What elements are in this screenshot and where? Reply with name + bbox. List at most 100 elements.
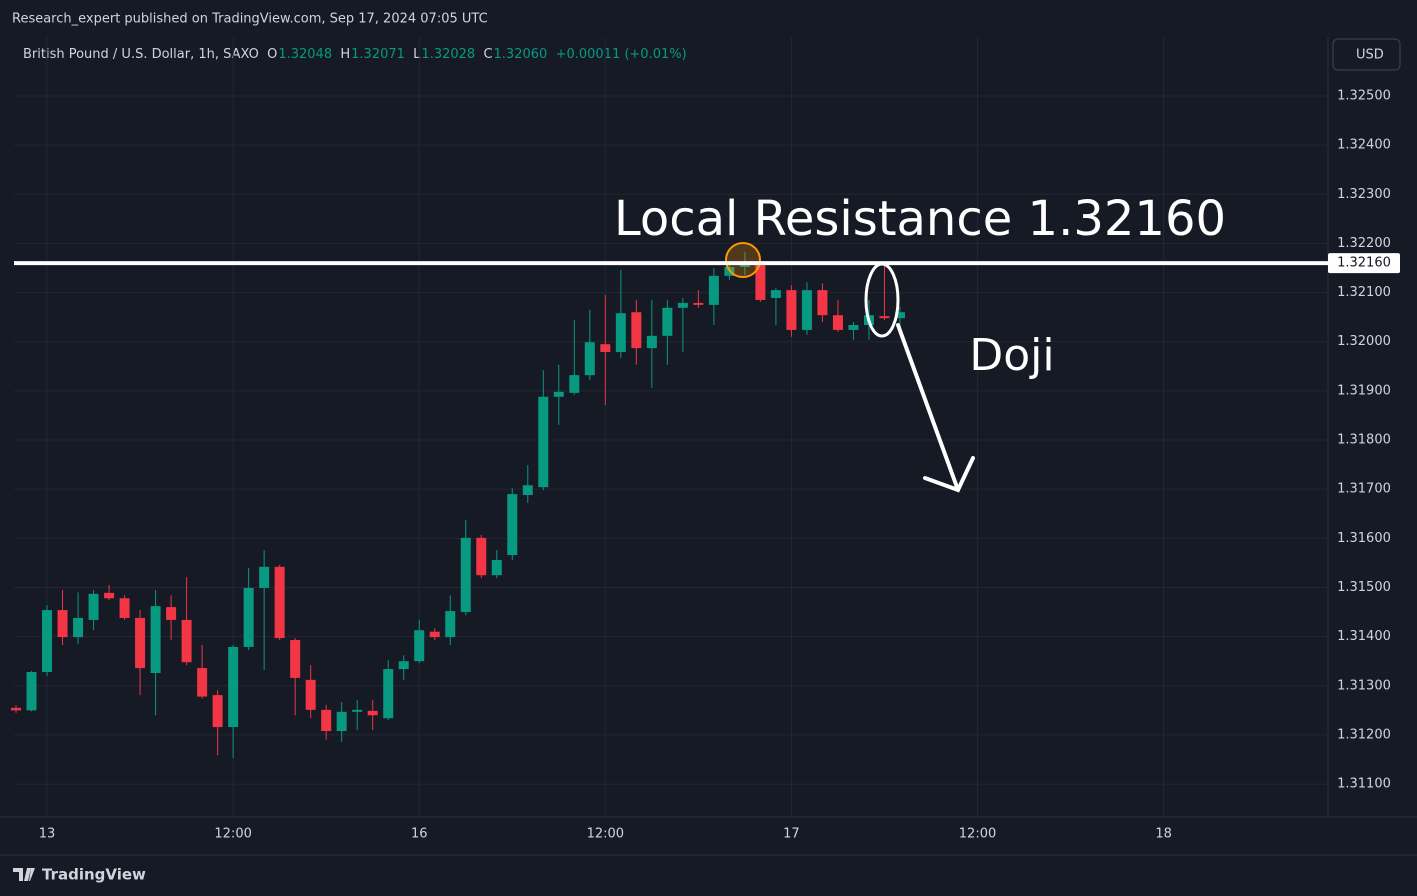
candle-body [491,559,502,576]
y-tick-label: 1.31700 [1337,482,1391,497]
candle-body [290,640,301,678]
candle-body [770,290,781,298]
candle-body [352,709,363,712]
candle-body [383,669,394,719]
y-tick-label: 1.31100 [1337,777,1391,792]
candle-body [398,661,409,670]
logo: TradingView [13,866,146,884]
y-tick-label: 1.32500 [1337,88,1391,103]
candle-body [600,344,611,353]
x-tick-label: 13 [39,827,56,842]
ohlc-key: O [267,47,277,62]
candle-body [755,265,766,300]
candle-body [476,537,487,576]
x-tick-label: 16 [411,827,428,842]
candle-body [104,592,115,599]
candle-body [879,316,890,319]
candle-body [631,312,642,349]
candle-body [693,302,704,305]
y-tick-label: 1.31600 [1337,531,1391,546]
candle-body [569,375,580,393]
footer-brand: TradingView [42,866,146,884]
annotation: Doji [969,330,1054,381]
doji-ellipse [864,262,900,338]
candle-body [553,391,564,397]
change: +0.00011 (+0.01%) [556,47,687,62]
y-tick-label: 1.32200 [1337,236,1391,251]
candle-body [274,566,285,639]
candle-body [321,709,332,731]
candle-body [11,707,22,711]
candle-body [615,313,626,353]
y-tick-label: 1.31400 [1337,629,1391,644]
candle-body [181,619,192,663]
publisher: Research_expert published on TradingView… [12,12,488,27]
candle-body [135,617,146,669]
candle-body [460,537,471,613]
logo-mark [13,868,35,881]
candle-body [646,335,657,349]
candle-body [57,610,68,638]
down-arrow [896,323,975,493]
candle-body [259,566,270,588]
resistance-price-label: 1.32160 [1337,256,1391,271]
candle-body [305,679,316,710]
y-tick-label: 1.32300 [1337,187,1391,202]
candle-body [522,485,533,496]
candle-body [73,617,84,638]
candle-body [507,494,518,556]
x-tick-label: 12:00 [587,827,624,842]
x-tick-label: 17 [783,827,800,842]
candle-body [150,606,161,673]
candle-body [848,325,859,330]
ohlc-value: 1.32060 [494,47,556,62]
candle-body [212,695,223,728]
candle-body [677,302,688,308]
currency[interactable]: USD [1356,48,1384,63]
x-tick-label: 12:00 [959,827,996,842]
candle-body [832,315,843,330]
candle-body [708,275,719,305]
ohlc-value: 1.32028 [421,47,483,62]
ohlc-value: 1.32048 [278,47,340,62]
symbol: British Pound / U.S. Dollar, 1h, SAXO [23,47,267,62]
candle-body [817,290,828,316]
candle-body [197,668,208,697]
y-tick-label: 1.31200 [1337,727,1391,742]
candle-body [538,396,549,488]
y-tick-label: 1.31300 [1337,678,1391,693]
candle-body [414,630,425,662]
ohlc-key: L [413,47,421,62]
candle-body [739,265,750,268]
ohlc-value: 1.32071 [351,47,413,62]
candle-body [166,607,177,620]
candle-body [88,593,99,620]
y-tick-label: 1.31800 [1337,433,1391,448]
ohlc-key: H [340,47,350,62]
highlight-circle [725,242,761,278]
ohlc-key: C [483,47,492,62]
y-tick-label: 1.31500 [1337,580,1391,595]
candle-body [801,290,812,330]
candle-body [243,587,254,647]
candle-body [662,307,673,336]
annotation: Local Resistance 1.32160 [614,191,1226,247]
candle-body [228,646,239,728]
candle-body [26,672,37,711]
resistance-price-tag [1328,253,1400,274]
candle-body [584,342,595,376]
y-tick-label: 1.32100 [1337,285,1391,300]
candle-body [42,610,53,673]
candle-body [445,611,456,638]
candle-body [119,598,130,618]
candle-body [367,710,378,716]
candle-body [786,290,797,330]
x-tick-label: 18 [1155,827,1172,842]
legend: British Pound / U.S. Dollar, 1h, SAXO O1… [23,47,687,62]
currency-button[interactable] [1332,38,1401,71]
candle-body [336,711,347,731]
y-tick-label: 1.32400 [1337,138,1391,153]
y-tick-label: 1.31900 [1337,383,1391,398]
